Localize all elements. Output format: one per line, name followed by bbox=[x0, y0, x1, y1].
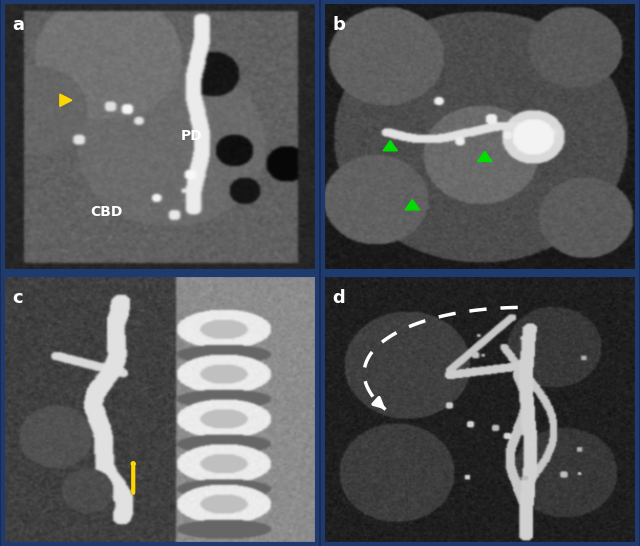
Polygon shape bbox=[477, 151, 492, 162]
Polygon shape bbox=[60, 94, 72, 106]
Text: d: d bbox=[332, 289, 345, 307]
Text: c: c bbox=[12, 289, 22, 307]
Text: PD: PD bbox=[180, 129, 202, 144]
Polygon shape bbox=[383, 140, 397, 151]
Text: b: b bbox=[332, 16, 345, 34]
Polygon shape bbox=[405, 200, 419, 210]
Text: CBD: CBD bbox=[90, 205, 123, 219]
Text: a: a bbox=[12, 16, 24, 34]
